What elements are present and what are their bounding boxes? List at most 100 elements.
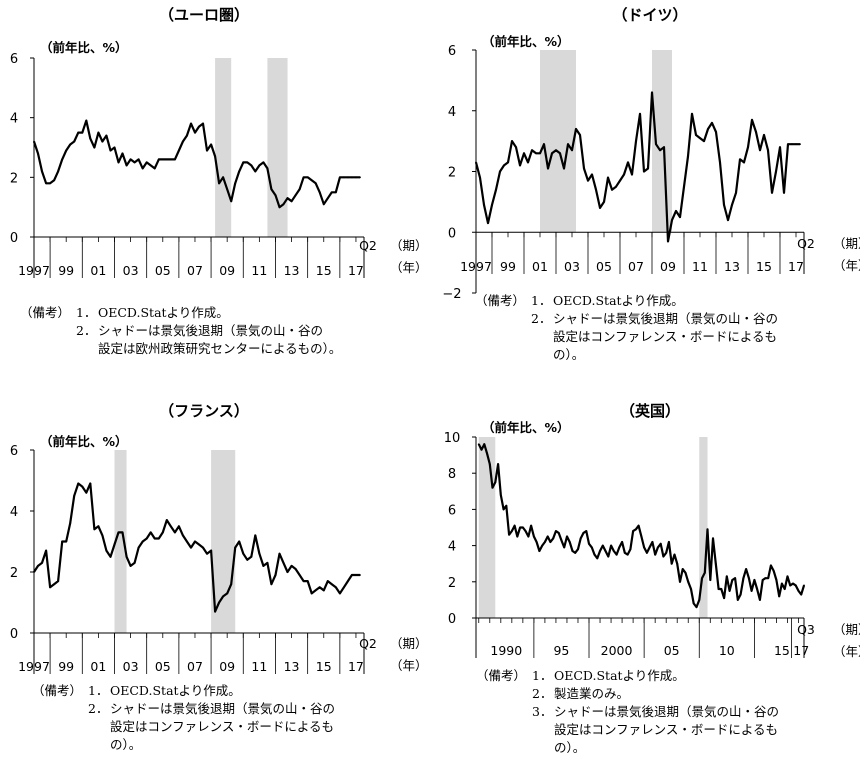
note-text: シャドーは景気後退期（景気の山・谷の [110,701,336,716]
recession-shade-france-0 [114,450,127,633]
data-point-uk-86 [714,562,717,565]
data-point-euro-31 [157,158,160,161]
data-point-france-66 [298,574,301,576]
data-point-euro-48 [226,188,229,191]
data-point-germany-16 [539,152,541,155]
data-point-uk-40 [588,542,590,545]
data-point-uk-10 [505,504,508,507]
year-label-euro: （年） [390,260,428,275]
data-point-euro-37 [182,140,184,143]
x-tick-label-germany-3: 03 [564,259,580,274]
data-point-france-61 [278,552,281,555]
data-point-euro-1 [37,152,39,155]
notes-label [475,346,531,364]
x-tick-label-uk-3: 05 [664,643,680,658]
data-point-uk-41 [590,546,593,549]
y-tick-label-uk-1: 2 [448,576,456,591]
data-point-germany-37 [623,173,625,176]
data-point-germany-54 [691,112,693,115]
data-point-france-48 [226,592,229,595]
x-tick-label-france-5: 07 [187,659,203,674]
data-point-france-79 [351,574,353,576]
data-point-germany-57 [703,140,705,143]
data-point-uk-71 [673,553,676,556]
data-point-euro-68 [306,176,309,179]
data-point-france-78 [347,580,349,583]
y-tick-label-uk-2: 4 [448,540,456,555]
notes-label: （備考） [475,293,526,308]
data-point-germany-20 [555,149,557,152]
note-number [88,736,110,754]
data-point-france-51 [238,540,241,543]
data-point-uk-29 [557,532,560,534]
data-point-uk-30 [560,539,563,542]
data-point-france-6 [57,580,60,583]
data-point-uk-13 [513,524,516,527]
data-point-france-3 [45,549,47,552]
data-point-germany-70 [755,131,757,133]
data-line-france [33,482,360,613]
data-point-germany-19 [551,152,553,155]
data-point-uk-9 [502,508,505,511]
data-point-france-37 [182,534,184,537]
data-point-uk-20 [532,535,535,538]
data-point-germany-35 [615,185,617,188]
data-point-uk-109 [778,595,781,598]
data-point-uk-64 [654,553,657,556]
data-point-germany-38 [627,161,629,164]
note-number [532,739,554,757]
data-point-uk-115 [794,584,797,587]
data-point-uk-18 [527,535,530,538]
data-point-uk-70 [670,562,673,565]
x-tick-label-germany-10: 17 [788,259,804,274]
recession-shade-uk-1 [699,437,708,618]
x-tick-label-france-7: 11 [251,659,267,674]
note-number: 1． [76,305,97,320]
data-point-uk-104 [764,577,767,580]
data-point-euro-47 [222,176,225,179]
data-point-france-20 [113,543,116,546]
data-point-france-35 [173,531,176,534]
data-point-uk-116 [797,589,800,592]
data-point-euro-0 [33,140,35,143]
data-point-france-7 [61,540,64,543]
quarter-label-uk: Q3 [797,622,815,637]
data-point-uk-4 [488,463,491,466]
data-point-uk-56 [632,530,635,533]
data-point-euro-45 [214,155,216,158]
note-number: 2． [532,686,553,701]
data-point-uk-50 [615,553,618,556]
data-point-uk-110 [781,582,783,585]
data-point-uk-101 [756,588,759,590]
data-point-germany-32 [603,200,605,203]
data-point-euro-41 [198,125,200,128]
data-point-france-59 [270,583,273,586]
data-point-germany-7 [503,164,505,167]
data-point-france-8 [65,540,68,543]
notes-label [476,685,532,703]
y-tick-label-euro-0: 0 [10,231,18,246]
data-point-uk-89 [723,597,725,599]
note-line: （備考） 1． OECD.Statより作成。 [20,304,341,322]
data-point-euro-33 [165,158,168,161]
data-point-euro-34 [169,158,172,161]
note-line: 2． シャドーは景気後退期（景気の山・谷の [475,310,778,328]
data-point-euro-77 [342,176,345,179]
data-point-uk-57 [634,528,637,531]
y-tick-label-uk-3: 6 [448,503,456,518]
data-point-germany-10 [515,146,517,149]
data-point-germany-48 [667,240,669,243]
data-point-france-72 [322,589,325,592]
data-point-euro-78 [347,176,349,179]
data-point-uk-72 [676,562,679,565]
x-tick-label-euro-0: 1997 [18,263,50,278]
data-point-uk-118 [803,584,805,587]
data-point-euro-11 [77,131,80,134]
data-point-uk-3 [486,452,488,455]
data-point-germany-12 [523,152,525,155]
data-point-uk-87 [717,588,720,590]
data-point-uk-97 [745,568,748,571]
data-point-france-43 [206,552,208,555]
data-point-euro-60 [274,194,277,197]
data-point-germany-47 [663,146,665,149]
